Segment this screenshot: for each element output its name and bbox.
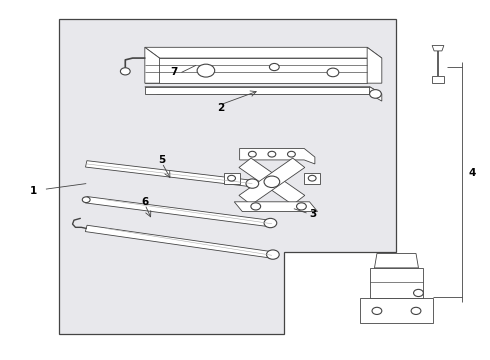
Polygon shape (360, 298, 433, 323)
Polygon shape (304, 173, 320, 184)
Text: 4: 4 (468, 168, 476, 178)
Circle shape (248, 151, 256, 157)
Polygon shape (85, 225, 275, 258)
Polygon shape (367, 47, 382, 83)
Polygon shape (145, 87, 382, 94)
Text: 5: 5 (158, 155, 166, 165)
Polygon shape (240, 148, 315, 164)
Polygon shape (239, 158, 305, 205)
Circle shape (411, 307, 421, 315)
Polygon shape (59, 19, 396, 334)
Polygon shape (145, 47, 159, 83)
Circle shape (327, 68, 339, 77)
Polygon shape (369, 87, 382, 101)
Circle shape (372, 307, 382, 315)
Circle shape (288, 151, 295, 157)
Circle shape (270, 63, 279, 71)
Polygon shape (145, 87, 369, 94)
Text: 3: 3 (310, 209, 317, 219)
Polygon shape (85, 197, 272, 227)
Circle shape (82, 197, 90, 203)
Circle shape (369, 90, 381, 98)
Circle shape (268, 151, 276, 157)
Polygon shape (432, 76, 444, 83)
Circle shape (197, 64, 215, 77)
Polygon shape (432, 45, 444, 51)
Text: 7: 7 (171, 67, 178, 77)
Circle shape (246, 179, 259, 188)
Circle shape (228, 175, 236, 181)
Polygon shape (369, 268, 423, 298)
Polygon shape (145, 47, 382, 58)
Text: 2: 2 (217, 103, 224, 113)
Polygon shape (239, 158, 305, 205)
Circle shape (264, 176, 280, 188)
Circle shape (121, 68, 130, 75)
Polygon shape (374, 253, 418, 268)
Circle shape (251, 203, 261, 210)
Circle shape (264, 219, 277, 228)
Circle shape (414, 289, 423, 297)
Polygon shape (223, 173, 240, 184)
Text: 6: 6 (141, 197, 148, 207)
Circle shape (308, 175, 316, 181)
Text: 1: 1 (30, 186, 38, 196)
Circle shape (267, 250, 279, 259)
Polygon shape (85, 161, 253, 187)
Polygon shape (234, 202, 318, 212)
Polygon shape (145, 58, 367, 83)
Circle shape (296, 203, 306, 210)
